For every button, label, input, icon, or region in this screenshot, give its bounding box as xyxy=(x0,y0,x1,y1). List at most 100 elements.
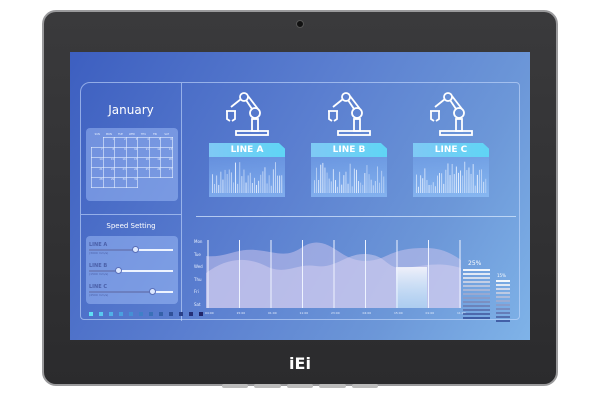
speed-slider-line-b[interactable]: LINE B (1500 mm/s) xyxy=(89,263,173,276)
calendar-day[interactable]: 27 xyxy=(160,166,173,178)
activity-bar xyxy=(256,184,257,193)
activity-bar xyxy=(264,167,266,193)
calendar-day[interactable]: 8 xyxy=(102,146,116,158)
calendar-day[interactable]: 31 xyxy=(125,176,139,188)
activity-bar xyxy=(258,180,260,193)
activity-bar xyxy=(279,175,281,193)
slider-knob[interactable] xyxy=(115,267,123,274)
activity-bar xyxy=(432,182,434,193)
calendar-day[interactable]: 23 xyxy=(114,166,127,178)
calendar-day[interactable]: 30 xyxy=(114,176,127,188)
calendar-day[interactable]: 15 xyxy=(102,156,116,168)
activity-bar xyxy=(316,167,317,193)
activity-bar xyxy=(318,179,320,193)
activity-bar xyxy=(470,173,472,193)
calendar-day[interactable]: 4 xyxy=(137,136,150,148)
calendar-day[interactable]: 29 xyxy=(102,176,116,188)
activity-bar xyxy=(230,172,232,193)
activity-bar xyxy=(474,185,476,193)
activity-bar xyxy=(437,175,438,193)
weekday-label: WED xyxy=(128,132,135,136)
hardware-buttons[interactable] xyxy=(222,384,379,388)
weekday-label: TUE xyxy=(117,132,123,136)
calendar-day[interactable]: 24 xyxy=(125,166,139,178)
calendar-day[interactable]: 22 xyxy=(102,166,116,178)
activity-bar xyxy=(254,177,255,193)
activity-bar xyxy=(222,179,224,193)
activity-bar xyxy=(345,171,347,193)
color-dot xyxy=(89,312,93,316)
line-card-line-c[interactable]: LINE C xyxy=(413,91,489,197)
calendar-day[interactable]: 11 xyxy=(137,146,150,158)
activity-bar xyxy=(212,174,213,193)
slider-knob[interactable] xyxy=(132,246,140,253)
calendar-day[interactable]: 10 xyxy=(125,146,139,158)
activity-bar xyxy=(468,167,470,193)
x-axis-label: 01:00 xyxy=(268,311,277,315)
activity-bar xyxy=(262,171,264,193)
camera xyxy=(296,20,304,28)
calendar-day[interactable]: 26 xyxy=(148,166,162,178)
calendar-day[interactable]: 14 xyxy=(91,156,104,168)
divider xyxy=(81,214,181,215)
color-dot xyxy=(169,312,173,316)
calendar-day[interactable]: 12 xyxy=(148,146,162,158)
calendar-day[interactable]: 19 xyxy=(148,156,162,168)
calendar-day[interactable]: 17 xyxy=(125,156,139,168)
slider-knob[interactable] xyxy=(149,288,156,295)
slider-value: (4500 mm/s) xyxy=(89,293,109,297)
gauge-percent: 15% xyxy=(497,273,506,278)
activity-bar xyxy=(353,168,355,193)
calendar-day[interactable]: 2 xyxy=(114,136,127,148)
calendar-day[interactable]: 3 xyxy=(125,136,139,148)
line-label: LINE C xyxy=(413,143,489,157)
divider xyxy=(181,83,182,321)
calendar-day[interactable]: 13 xyxy=(160,146,173,158)
calendar[interactable]: SUN MON TUE WED THU FRI SAT 1 2 3 4 5 6 7 8 9 10 11 12 13 14… xyxy=(86,128,178,201)
activity-bar xyxy=(479,169,480,193)
slider-track[interactable] xyxy=(89,267,173,274)
line-card-line-a[interactable]: LINE A xyxy=(209,91,285,197)
calendar-day[interactable]: 25 xyxy=(137,166,150,178)
activity-bar xyxy=(451,163,453,193)
calendar-day[interactable]: 9 xyxy=(114,146,127,158)
color-dot xyxy=(189,312,193,316)
robot-arm-icon xyxy=(413,91,489,137)
robot-arm-icon xyxy=(209,91,285,137)
x-axis-label: 01:00 xyxy=(425,311,435,315)
activity-bar xyxy=(434,186,436,193)
activity-bar xyxy=(214,183,215,193)
activity-bar xyxy=(377,166,378,193)
activity-bar xyxy=(368,174,370,193)
activity-bar xyxy=(281,175,283,193)
calendar-day[interactable]: 6 xyxy=(160,136,173,148)
activity-bar xyxy=(455,166,457,193)
activity-bar xyxy=(218,184,220,193)
calendar-day[interactable]: 20 xyxy=(160,156,173,168)
slider-value: (3000 mm/s) xyxy=(89,251,109,255)
activity-bar xyxy=(266,183,268,193)
y-axis-label: Wed xyxy=(194,264,203,269)
calendar-day[interactable]: 5 xyxy=(148,136,162,148)
activity-bar xyxy=(326,172,328,193)
calendar-day[interactable]: 16 xyxy=(114,156,127,168)
line-card-line-b[interactable]: LINE B xyxy=(311,91,387,197)
activity-bar xyxy=(485,178,487,193)
slider-track[interactable] xyxy=(89,246,173,253)
activity-bar xyxy=(426,180,428,193)
speed-slider-line-a[interactable]: LINE A (3000 mm/s) xyxy=(89,242,173,255)
calendar-day[interactable]: 1 xyxy=(102,136,116,148)
calendar-day[interactable]: 18 xyxy=(137,156,150,168)
y-axis-label: Mon xyxy=(194,239,203,244)
calendar-day[interactable]: 21 xyxy=(91,166,104,178)
activity-bar xyxy=(462,175,464,193)
activity-bar xyxy=(356,169,357,193)
activity-bar xyxy=(362,184,364,193)
calendar-empty xyxy=(161,177,173,187)
slider-track[interactable] xyxy=(89,288,173,295)
speed-slider-line-c[interactable]: LINE C (4500 mm/s) xyxy=(89,284,173,297)
calendar-day[interactable]: 28 xyxy=(91,176,104,188)
calendar-day[interactable]: 7 xyxy=(91,146,104,158)
activity-bar xyxy=(483,181,485,193)
activity-bar xyxy=(441,173,443,193)
